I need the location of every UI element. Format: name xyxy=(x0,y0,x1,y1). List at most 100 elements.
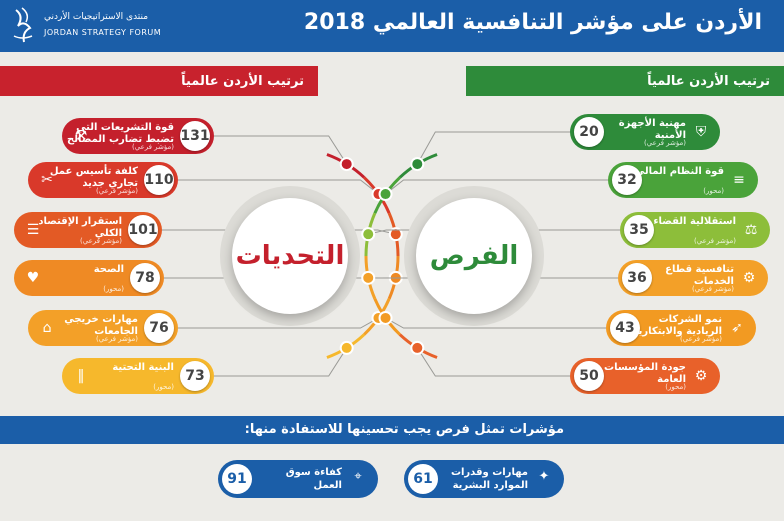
bottom-banner-title: مؤشرات تمثل فرص يجب تحسينها للاستفادة من… xyxy=(244,422,564,437)
challenge-pill-2: 101 استقرار الإقتصاد الكلي (مؤشر فرعي) ☰ xyxy=(14,212,162,248)
bottom-item-label-line2: العمل xyxy=(313,480,342,491)
challenge-pill-4: 76 مهارات خريجي الجامعات (مؤشر فرعي) ⌂ xyxy=(28,310,178,346)
indicator-type: (محور) xyxy=(703,187,724,195)
connector-line xyxy=(385,179,608,195)
indicator-label-line1: مهنية الأجهزة xyxy=(618,118,686,129)
indicator-label-line1: نمو الشركات xyxy=(658,314,722,325)
indicator-type: (محور) xyxy=(153,383,174,391)
indicator-type: (محور) xyxy=(665,383,686,391)
scales-icon: ⚖ xyxy=(744,222,758,238)
challenges-ribbon-label: ترتيب الأردن عالمياً xyxy=(181,73,304,89)
indicator-label-line2: الكلي xyxy=(94,228,122,239)
indicator-type: (مؤشر فرعي) xyxy=(96,335,138,343)
indicator-type: (مؤشر فرعي) xyxy=(692,285,734,293)
indicator-label: قوة التشريعات التي تضبط تضارب المصالح xyxy=(67,122,174,146)
indicator-type: (مؤشر فرعي) xyxy=(132,143,174,151)
indicator-label: الصحة xyxy=(94,264,124,276)
people-network-icon: ✦ xyxy=(538,469,550,484)
indicator-label-line2: الأمنية xyxy=(654,130,686,141)
rank-number: 78 xyxy=(130,263,160,293)
shield-icon: ⛨ xyxy=(695,124,707,140)
challenge-pill-3: 78 الصحة (محور) ♥ xyxy=(14,260,164,296)
indicator-type: (مؤشر فرعي) xyxy=(680,335,722,343)
rank-number: 35 xyxy=(624,215,654,245)
indicator-label-line1: استقلالية القضاء xyxy=(653,216,736,227)
gear-hand-icon: ⚙ xyxy=(742,270,756,286)
rank-number: 50 xyxy=(574,361,604,391)
indicator-label-line1: الصحة xyxy=(93,264,124,275)
bottom-item-label-line1: كفاءة سوق xyxy=(285,467,342,478)
rank-number: 36 xyxy=(622,263,652,293)
indicator-label: مهنية الأجهزة الأمنية xyxy=(619,118,686,142)
indicator-label-line2: العامة xyxy=(657,374,686,385)
opportunity-pill-1: 32 قوة النظام المالي (محور) ≡ xyxy=(608,162,758,198)
connector-dot xyxy=(339,157,354,172)
connector-dot xyxy=(410,157,425,172)
rank-number: 32 xyxy=(612,165,642,195)
road-icon: ‖ xyxy=(77,368,85,384)
opportunities-arc xyxy=(361,131,620,377)
document-icon: ☰ xyxy=(26,222,40,238)
opportunities-ribbon: ترتيب الأردن عالمياً xyxy=(466,66,784,96)
header-bar: منتدى الاستراتيجيات الأردني JORDAN STRAT… xyxy=(0,0,784,52)
rank-number: 110 xyxy=(144,165,174,195)
connector-dot xyxy=(361,270,376,285)
indicator-type: (محور) xyxy=(103,285,124,293)
connector-dot xyxy=(339,340,354,355)
indicator-type: (مؤشر فرعي) xyxy=(644,139,686,147)
indicator-label-line1: استقرار الإقتصاد xyxy=(38,216,122,227)
connector-dot xyxy=(378,187,393,202)
indicator-label-line1: جودة المؤسسات xyxy=(604,362,686,373)
bottom-item-rank: 61 xyxy=(408,464,438,494)
logo-arabic-text: منتدى الاستراتيجيات الأردني xyxy=(44,12,149,22)
indicator-label-line1: البنية التحتية xyxy=(112,362,174,373)
indicator-label: استقرار الإقتصاد الكلي xyxy=(38,216,122,240)
opportunity-pill-0: 20 مهنية الأجهزة الأمنية (مؤشر فرعي) ⛨ xyxy=(570,114,720,150)
indicator-label-line2: تجاري جديد xyxy=(82,178,138,189)
location-pin-icon: ⌖ xyxy=(354,469,362,484)
opportunity-pill-2: 35 استقلالية القضاء (مؤشر فرعي) ⚖ xyxy=(620,212,770,248)
building-gear-icon: ⚙ xyxy=(694,368,708,384)
rocket-icon: ➶ xyxy=(731,320,743,336)
logo-mark-icon xyxy=(13,7,33,43)
indicator-label-line2: الجامعات xyxy=(94,326,138,337)
connector-dot xyxy=(361,227,376,242)
opportunity-pill-3: 36 تنافسية قطاع الخدمات (مؤشر فرعي) ⚙ xyxy=(618,260,768,296)
indicator-label-line1: تنافسية قطاع xyxy=(665,264,734,275)
indicator-label-line1: قوة التشريعات التي xyxy=(76,122,174,133)
indicator-label: كلفة تأسيس عمل تجاري جديد xyxy=(50,166,138,190)
opportunities-center-label: الفرص xyxy=(429,241,519,271)
jsf-logo: منتدى الاستراتيجيات الأردني JORDAN STRAT… xyxy=(10,6,170,46)
connector-dot xyxy=(378,310,393,325)
page-title: الأردن على مؤشر التنافسية العالمي 2018 xyxy=(303,10,762,35)
challenges-ribbon: ترتيب الأردن عالمياً xyxy=(0,66,318,96)
connector-line xyxy=(214,135,348,165)
graduation-cap-icon: ⌂ xyxy=(42,320,52,336)
opportunities-circle: الفرص xyxy=(416,198,532,314)
indicator-type: (مؤشر فرعي) xyxy=(694,237,736,245)
bottom-item-label: مهارات وقدرات الموارد البشرية xyxy=(451,466,528,492)
indicator-type: (مؤشر فرعي) xyxy=(96,187,138,195)
indicator-label: البنية التحتية xyxy=(112,362,174,374)
indicator-label: جودة المؤسسات العامة xyxy=(604,362,686,386)
rank-number: 73 xyxy=(180,361,210,391)
indicator-label-line1: قوة النظام المالي xyxy=(634,166,724,177)
bottom-item-label: كفاءة سوق العمل xyxy=(286,466,342,492)
gavel-icon: ⚒ xyxy=(74,128,88,144)
indicator-label-line2: الخدمات xyxy=(693,276,734,287)
challenge-pill-5: 73 البنية التحتية (محور) ‖ xyxy=(62,358,214,394)
rank-number: 131 xyxy=(180,121,210,151)
indicator-label-line2: الريادية والابتكارية xyxy=(632,326,722,337)
rank-number: 76 xyxy=(144,313,174,343)
connector-line xyxy=(214,347,348,377)
indicator-label-line1: مهارات خريجي xyxy=(64,314,138,325)
bottom-item-rank: 91 xyxy=(222,464,252,494)
opportunity-pill-4: 43 نمو الشركات الريادية والابتكارية (مؤشر ف… xyxy=(606,310,756,346)
challenges-circle: التحديات xyxy=(232,198,348,314)
bottom-item-label-line1: مهارات وقدرات xyxy=(450,467,528,478)
opportunities-ribbon-label: ترتيب الأردن عالمياً xyxy=(647,73,770,89)
challenges-center-label: التحديات xyxy=(235,241,345,271)
connector-line xyxy=(416,131,570,165)
connector-dot xyxy=(410,340,425,355)
indicator-label: تنافسية قطاع الخدمات xyxy=(665,264,734,288)
